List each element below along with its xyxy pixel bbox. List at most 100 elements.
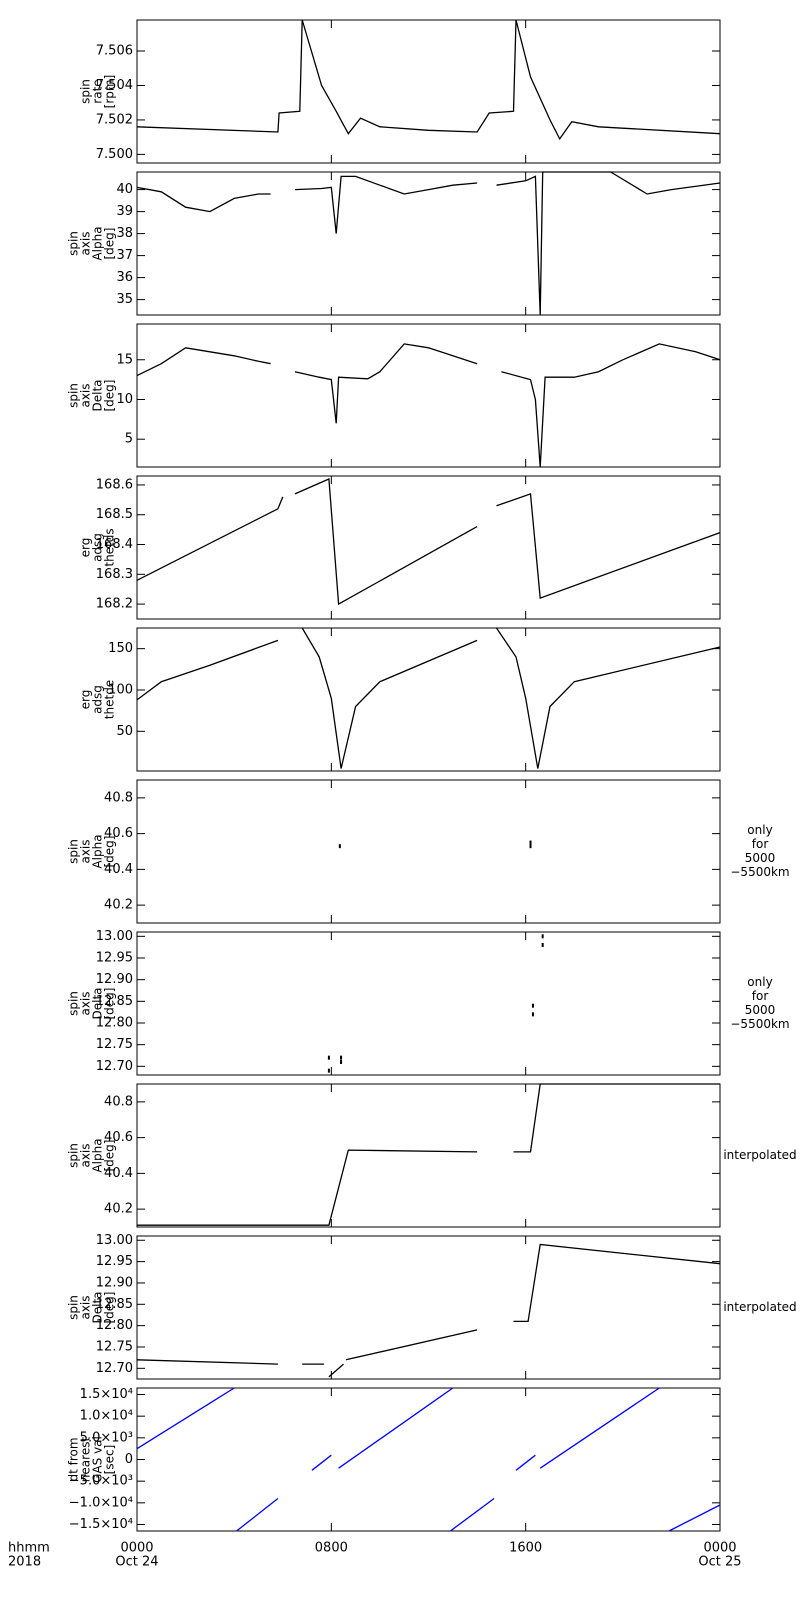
data-line <box>495 627 721 769</box>
y-axis-label: Alpha <box>91 834 105 868</box>
x-axis-label: hhmm <box>8 1541 50 1556</box>
y-axis-label: [sec] <box>103 1445 117 1475</box>
y-axis-label: erg <box>79 538 93 558</box>
plot-frame <box>136 931 721 1076</box>
y-tick-label: 40.8 <box>104 1094 133 1109</box>
y-tick-label: 1.5×10⁴ <box>80 1387 133 1402</box>
data-line <box>338 1387 454 1469</box>
y-tick-label: 12.85 <box>96 1297 133 1312</box>
y-axis-label: spin <box>67 1295 81 1320</box>
y-axis-label: [deg] <box>103 228 117 260</box>
data-line <box>136 1359 278 1365</box>
panel-note: only <box>747 975 772 989</box>
plot-frame <box>136 779 721 924</box>
y-axis-label: axis <box>79 231 93 255</box>
y-tick-label: 12.90 <box>96 1275 133 1290</box>
data-line <box>345 1329 478 1361</box>
plot-frame <box>136 475 721 620</box>
panel-note: −5500km <box>730 865 789 879</box>
y-tick-label: 13.00 <box>96 929 133 944</box>
y-tick-label: 100 <box>108 682 133 697</box>
y-tick-label: 40.4 <box>104 1166 133 1181</box>
y-tick-label: 12.85 <box>96 994 133 1009</box>
y-axis-label: dt from <box>67 1437 81 1481</box>
y-axis-label: thetde <box>103 680 117 719</box>
y-axis-label: [deg] <box>103 1140 117 1172</box>
data-line <box>513 1243 721 1323</box>
data-line <box>668 1504 721 1532</box>
y-axis-label: Delta <box>91 987 105 1019</box>
data-line <box>136 639 279 701</box>
panel-note: interpolated <box>723 1148 796 1162</box>
y-axis-label: spin <box>67 991 81 1016</box>
y-axis-label: axis <box>79 383 93 407</box>
y-axis-label: GAS val <box>91 1436 105 1483</box>
y-tick-label: 39 <box>116 204 133 219</box>
data-line <box>136 1387 235 1450</box>
y-axis-label: adsg <box>91 685 105 714</box>
x-tick-label: 0000 <box>120 1541 153 1556</box>
y-tick-label: 40.2 <box>104 898 133 913</box>
data-line <box>515 1454 536 1471</box>
y-tick-label: 12.95 <box>96 1254 133 1269</box>
y-tick-label: 40.8 <box>104 790 133 805</box>
y-tick-label: 40.2 <box>104 1202 133 1217</box>
y-tick-label: 37 <box>116 248 133 263</box>
y-axis-label: Alpha <box>91 226 105 260</box>
x-tick-label: 1600 <box>509 1541 542 1556</box>
data-point <box>338 844 341 849</box>
plot-frame <box>136 19 721 164</box>
y-axis-label: [deg] <box>103 1292 117 1324</box>
y-axis-label: Delta <box>91 379 105 411</box>
data-line <box>328 1363 344 1378</box>
y-tick-label: 12.70 <box>96 1361 133 1376</box>
y-tick-label: 5 <box>125 432 133 447</box>
data-line <box>136 496 284 581</box>
y-tick-label: 40.6 <box>104 826 133 841</box>
data-line <box>137 1149 478 1226</box>
plot-frame <box>136 627 721 772</box>
y-tick-label: 40 <box>116 182 133 197</box>
y-tick-label: 168.2 <box>96 597 133 612</box>
data-line <box>236 1497 279 1532</box>
data-line <box>136 19 721 141</box>
y-tick-label: 168.6 <box>96 477 133 492</box>
data-line <box>294 343 478 424</box>
y-tick-label: 7.504 <box>96 78 133 93</box>
panel-note: for <box>752 989 769 1003</box>
y-tick-label: 15 <box>116 352 133 367</box>
y-tick-label: 7.502 <box>96 112 133 127</box>
y-tick-label: −5.0×10³ <box>69 1474 133 1489</box>
y-tick-label: 12.80 <box>96 1016 133 1031</box>
y-tick-label: 36 <box>116 270 133 285</box>
y-tick-label: 10 <box>116 392 133 407</box>
plot-frame <box>136 171 721 316</box>
y-tick-label: 50 <box>116 724 133 739</box>
data-line <box>501 343 721 468</box>
data-line <box>294 175 478 234</box>
data-point <box>541 934 544 939</box>
y-tick-label: 35 <box>116 292 133 307</box>
y-tick-label: 5.0×10³ <box>80 1430 133 1445</box>
y-tick-label: −1.5×10⁴ <box>69 1517 133 1532</box>
data-point <box>327 1068 330 1073</box>
y-axis-label: [deg] <box>103 836 117 868</box>
data-point <box>531 1012 534 1017</box>
y-tick-label: 38 <box>116 226 133 241</box>
x-tick-date: Oct 25 <box>698 1555 741 1570</box>
y-axis-label: [deg] <box>103 380 117 412</box>
data-point <box>541 943 544 947</box>
y-tick-label: 40.4 <box>104 862 133 877</box>
panel-note: only <box>747 823 772 837</box>
y-axis-label: erg <box>79 690 93 710</box>
y-tick-label: 150 <box>108 641 133 656</box>
y-axis-label: spin <box>79 79 93 104</box>
y-tick-label: 12.95 <box>96 951 133 966</box>
y-axis-label: axis <box>79 991 93 1015</box>
data-line <box>294 478 478 606</box>
y-tick-label: 12.75 <box>96 1037 133 1052</box>
data-point <box>529 844 532 849</box>
y-tick-label: 168.4 <box>96 537 133 552</box>
data-line <box>450 1497 495 1532</box>
